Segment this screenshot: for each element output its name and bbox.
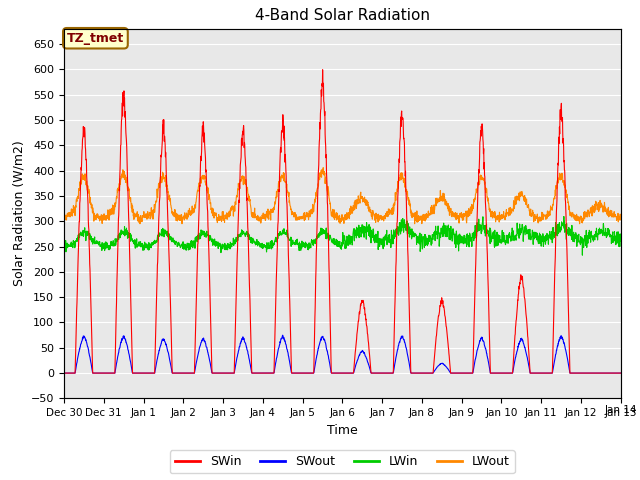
LWout bbox=[227, 209, 234, 215]
SWout bbox=[60, 370, 68, 376]
LWin bbox=[60, 243, 68, 249]
LWout bbox=[621, 215, 628, 221]
SWin bbox=[536, 370, 544, 376]
SWin bbox=[380, 370, 388, 376]
LWin bbox=[536, 240, 543, 246]
Text: Jan 14: Jan 14 bbox=[605, 405, 637, 415]
SWin bbox=[604, 370, 612, 376]
Line: LWout: LWout bbox=[64, 168, 640, 224]
Y-axis label: Solar Radiation (W/m2): Solar Radiation (W/m2) bbox=[12, 141, 26, 287]
LWout bbox=[605, 204, 612, 210]
SWin bbox=[393, 220, 401, 226]
Legend: SWin, SWout, LWin, LWout: SWin, SWout, LWin, LWout bbox=[170, 450, 515, 473]
SWout bbox=[604, 370, 612, 376]
X-axis label: Time: Time bbox=[327, 424, 358, 437]
SWout bbox=[227, 370, 234, 376]
Title: 4-Band Solar Radiation: 4-Band Solar Radiation bbox=[255, 9, 430, 24]
LWout bbox=[394, 186, 401, 192]
LWout bbox=[136, 221, 144, 227]
LWout bbox=[319, 165, 327, 170]
Line: SWout: SWout bbox=[64, 335, 640, 373]
LWin bbox=[605, 226, 612, 232]
LWin bbox=[579, 252, 586, 258]
SWin bbox=[60, 370, 68, 376]
SWout bbox=[380, 370, 388, 376]
LWout bbox=[536, 216, 544, 222]
LWin bbox=[380, 240, 388, 245]
SWout bbox=[621, 370, 628, 376]
SWout bbox=[279, 332, 287, 338]
SWout bbox=[393, 349, 401, 355]
SWin bbox=[319, 67, 326, 72]
SWout bbox=[536, 370, 544, 376]
LWin bbox=[393, 226, 401, 232]
SWin bbox=[227, 370, 234, 376]
LWout bbox=[380, 215, 388, 221]
LWin bbox=[227, 240, 234, 245]
LWout bbox=[60, 215, 68, 220]
LWin bbox=[560, 214, 568, 219]
Line: SWin: SWin bbox=[64, 70, 640, 373]
SWin bbox=[621, 370, 628, 376]
Text: TZ_tmet: TZ_tmet bbox=[67, 32, 124, 45]
Line: LWin: LWin bbox=[64, 216, 640, 255]
LWin bbox=[621, 235, 628, 241]
